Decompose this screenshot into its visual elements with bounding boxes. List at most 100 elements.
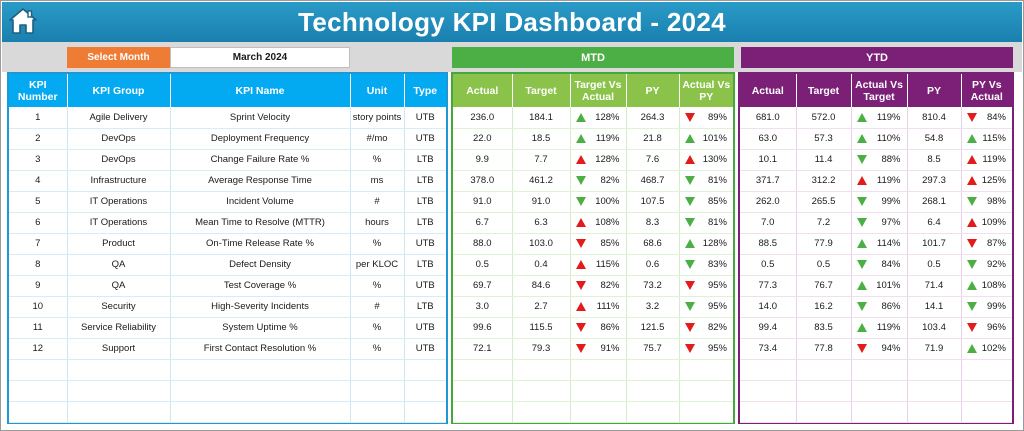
triangle-down-icon [856,302,867,311]
mtd-actual-vs-py-percent: 128% [702,238,727,249]
mtd-target-vs-actual-percent: 119% [595,133,620,144]
mtd-actual-vs-py-indicator: 81% [680,175,734,186]
ytd-target-cell: 0.5 [796,254,852,276]
kpi-name-cell: High-Severity Incidents [170,296,351,318]
ytd-py-vs-actual-percent: 119% [982,154,1006,165]
mtd-actual-vs-py-indicator: 83% [680,259,734,270]
ytd-py-vs-actual-percent: 108% [981,280,1006,291]
mtd-empty-cell [512,380,571,402]
ytd-py-vs-actual-indicator: 119% [962,154,1013,165]
triangle-down-icon [856,260,867,269]
title-bar: Technology KPI Dashboard - 2024 [2,2,1022,42]
mtd-target-vs-actual-indicator-cell: 128% [570,107,627,129]
mtd-target-vs-actual-indicator: 111% [571,301,626,312]
triangle-up-icon [684,239,695,248]
kpi-row: 1 Agile Delivery Sprint Velocity story poin… [9,107,446,129]
kpi-name-cell: Deployment Frequency [170,128,351,150]
mtd-empty-cell [570,401,627,423]
triangle-up-icon [856,281,867,290]
triangle-up-icon [575,218,586,227]
triangle-up-icon [575,302,586,311]
kpi-type-cell: LTB [404,191,446,213]
triangle-up-icon [856,176,867,185]
mtd-actual-vs-py-indicator: 89% [680,112,734,123]
ytd-actual-cell: 371.7 [740,170,797,192]
mtd-row: 0.5 0.4 115% 0.6 83% [453,254,734,276]
ytd-actual-vs-target-indicator-cell: 101% [851,275,908,297]
mtd-target-vs-actual-percent: 111% [596,301,620,312]
ytd-empty-cell [907,401,962,423]
ytd-target-cell: 76.7 [796,275,852,297]
ytd-py-vs-actual-indicator-cell: 87% [961,233,1012,255]
ytd-actual-vs-target-indicator-cell: 119% [851,170,908,192]
kpi-unit-cell: # [350,191,405,213]
ytd-py-cell: 268.1 [907,191,962,213]
mtd-actual-vs-py-indicator: 82% [680,322,734,333]
kpi-num-cell: 12 [9,338,68,360]
mtd-target-cell: 91.0 [512,191,571,213]
mtd-target-vs-actual-indicator: 85% [571,238,626,249]
ytd-actual-vs-target-indicator: 119% [852,175,907,186]
mtd-actual-vs-py-indicator-cell: 95% [679,338,733,360]
ytd-empty-cell [961,401,1012,423]
kpi-unit-cell: hours [350,212,405,234]
ytd-actual-vs-target-indicator: 84% [852,259,907,270]
kpi-name-cell: Defect Density [170,254,351,276]
kpi-group-cell: Product [67,233,171,255]
mtd-empty-cell [453,380,513,402]
mtd-py-cell: 264.3 [626,107,680,129]
ytd-actual-vs-target-percent: 119% [876,175,901,186]
mtd-empty-cell [679,380,733,402]
mtd-actual-cell: 3.0 [453,296,513,318]
triangle-down-icon [856,197,867,206]
mtd-target-vs-actual-indicator-cell: 119% [570,128,627,150]
ytd-py-vs-actual-indicator: 115% [962,133,1013,144]
kpi-column-header: Type [404,74,446,107]
triangle-down-icon [966,323,977,332]
mtd-actual-vs-py-indicator: 101% [680,133,734,144]
ytd-target-cell: 312.2 [796,170,852,192]
ytd-actual-vs-target-indicator: 99% [852,196,907,207]
mtd-target-cell: 0.4 [512,254,571,276]
ytd-empty-cell [907,359,962,381]
kpi-row: 5 IT Operations Incident Volume # LTB [9,191,446,213]
kpi-empty-cell [67,401,171,423]
home-icon[interactable] [8,6,38,36]
ytd-actual-vs-target-indicator: 114% [852,238,907,249]
ytd-empty-cell [740,401,797,423]
ytd-actual-vs-target-indicator: 119% [852,322,907,333]
kpi-num-cell: 7 [9,233,68,255]
triangle-down-icon [966,197,977,206]
kpi-num-cell: 11 [9,317,68,339]
mtd-target-vs-actual-indicator-cell: 82% [570,170,627,192]
ytd-actual-cell: 73.4 [740,338,797,360]
triangle-up-icon [575,260,586,269]
month-selector[interactable]: March 2024 [170,47,350,68]
mtd-empty-cell [679,401,733,423]
ytd-row: 99.4 83.5 119% 103.4 96% [740,317,1012,339]
mtd-row: 91.0 91.0 100% 107.5 85% [453,191,733,213]
triangle-up-icon [684,134,695,143]
kpi-num-cell: 2 [9,128,68,150]
kpi-info-table: KPI Number KPI Group KPI Name Unit Type 1 Agi… [9,74,446,423]
ytd-py-vs-actual-indicator: 109% [962,217,1013,228]
mtd-actual-vs-py-indicator-cell: 83% [679,254,734,276]
mtd-empty-row [453,401,733,423]
ytd-target-cell: 7.2 [796,212,852,234]
ytd-actual-vs-target-percent: 99% [881,196,901,207]
triangle-down-icon [684,323,695,332]
kpi-empty-cell [350,380,405,402]
mtd-target-cell: 2.7 [512,296,571,318]
mtd-py-cell: 3.2 [626,296,680,318]
mtd-target-vs-actual-indicator-cell: 86% [570,317,627,339]
mtd-actual-vs-py-indicator-cell: 130% [679,149,733,171]
ytd-empty-cell [851,380,908,402]
mtd-actual-vs-py-percent: 130% [702,154,727,165]
kpi-empty-row [9,401,446,423]
mtd-actual-cell: 99.6 [453,317,513,339]
kpi-empty-cell [350,359,405,381]
kpi-type-cell: UTB [404,233,446,255]
kpi-unit-cell: # [350,296,405,318]
mtd-empty-cell [512,359,571,381]
mtd-actual-vs-py-percent: 81% [707,175,727,186]
